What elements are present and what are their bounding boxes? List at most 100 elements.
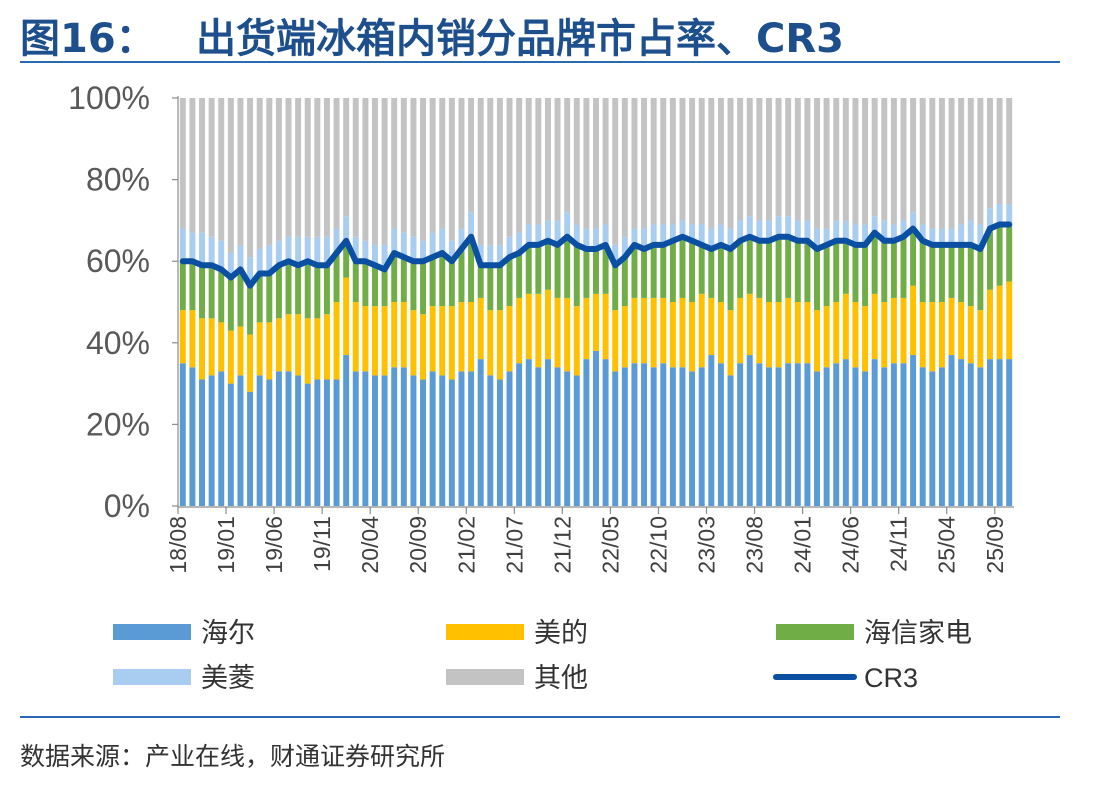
bar-hisense-2022-02 [583, 248, 590, 298]
bar-midea-2024-10 [890, 297, 897, 364]
bar-midea-2018-09 [189, 310, 196, 368]
legend-swatch-hisense [776, 624, 854, 640]
x-tick-label: 19/11 [309, 516, 335, 572]
bar-midea-2020-10 [429, 306, 436, 372]
bar-haier-2019-12 [333, 379, 340, 506]
bar-hisense-2023-11 [785, 236, 792, 298]
bar-midea-2021-08 [525, 293, 532, 360]
bar-meiling-2024-09 [881, 220, 888, 241]
x-tick-label: 20/09 [405, 516, 431, 574]
bar-meiling-2024-12 [910, 212, 917, 229]
source-note: 数据来源：产业在线，财通证券研究所 [20, 742, 446, 771]
bar-midea-2025-08 [987, 289, 993, 360]
bar-haier-2022-01 [573, 375, 580, 506]
bar-haier-2019-01 [227, 383, 234, 506]
bar-hisense-2025-02 [929, 244, 936, 302]
bar-other-2024-02 [814, 98, 820, 229]
bar-other-2023-02 [698, 98, 705, 225]
x-tick-label: 19/06 [261, 516, 287, 574]
bar-meiling-2025-09 [996, 204, 1003, 225]
bar-other-2018-10 [199, 98, 205, 233]
bar-hisense-2019-06 [275, 265, 282, 319]
bar-hisense-2025-07 [977, 248, 984, 311]
bar-haier-2025-09 [996, 359, 1003, 506]
bar-meiling-2021-05 [496, 244, 503, 266]
bar-meiling-2024-01 [804, 220, 811, 241]
bar-other-2019-05 [266, 98, 273, 245]
bar-hisense-2023-02 [698, 244, 705, 294]
legend-label-other: 其他 [534, 663, 588, 693]
bar-midea-2022-11 [669, 302, 676, 368]
bar-meiling-2020-11 [439, 228, 446, 254]
bar-midea-2023-04 [717, 302, 724, 364]
bar-midea-2022-08 [641, 297, 648, 364]
bar-hisense-2023-03 [708, 248, 715, 298]
bar-midea-2025-01 [919, 302, 926, 368]
bar-other-2024-10 [890, 98, 897, 225]
y-tick-label: 100% [68, 80, 150, 116]
bar-other-2019-02 [237, 98, 244, 245]
bar-hisense-2023-08 [756, 240, 763, 298]
bar-other-2025-06 [967, 98, 974, 221]
bar-other-2023-11 [785, 98, 792, 217]
bar-meiling-2024-05 [842, 220, 849, 241]
bar-hisense-2022-11 [669, 240, 676, 302]
bar-haier-2021-03 [477, 359, 484, 506]
bar-haier-2024-05 [842, 359, 849, 506]
bar-midea-2019-01 [227, 330, 234, 384]
bar-meiling-2023-03 [708, 228, 715, 249]
bar-midea-2021-02 [468, 302, 475, 372]
bar-meiling-2022-05 [612, 244, 619, 266]
bar-haier-2022-07 [631, 363, 638, 506]
bar-meiling-2025-07 [977, 224, 984, 249]
bar-other-2021-07 [516, 98, 523, 233]
bar-haier-2019-03 [247, 391, 254, 506]
bar-meiling-2023-10 [775, 216, 782, 237]
bar-hisense-2024-12 [910, 228, 917, 286]
bar-meiling-2024-04 [833, 220, 840, 241]
x-tick-label: 21/02 [453, 516, 479, 574]
bar-haier-2023-09 [765, 367, 772, 506]
bar-hisense-2021-03 [477, 265, 484, 298]
bar-other-2019-06 [275, 98, 282, 241]
source-divider [20, 716, 1060, 718]
bar-hisense-2025-10 [1006, 224, 1013, 282]
bar-meiling-2022-04 [602, 224, 609, 245]
bar-midea-2021-06 [506, 306, 513, 372]
legend-label-hisense: 海信家电 [864, 618, 972, 648]
bar-meiling-2023-08 [756, 220, 763, 241]
bar-haier-2020-06 [391, 367, 398, 506]
bar-haier-2023-05 [727, 375, 734, 506]
bar-midea-2020-07 [400, 302, 407, 368]
bar-hisense-2021-10 [544, 240, 551, 290]
bar-haier-2018-10 [199, 379, 205, 506]
bar-haier-2021-12 [564, 371, 571, 506]
bar-other-2022-02 [583, 98, 590, 229]
bar-other-2018-08 [179, 98, 186, 229]
bar-meiling-2024-07 [862, 224, 869, 245]
x-tick-label: 22/05 [597, 516, 623, 574]
bar-meiling-2021-08 [525, 224, 532, 245]
bar-hisense-2023-09 [765, 240, 772, 302]
bar-meiling-2021-09 [535, 224, 542, 245]
bar-haier-2025-04 [948, 355, 955, 506]
bar-haier-2018-12 [218, 371, 225, 506]
bar-midea-2022-03 [593, 293, 599, 351]
bar-meiling-2024-06 [852, 224, 859, 245]
x-tick-label: 24/11 [886, 516, 912, 572]
bar-other-2024-09 [881, 98, 888, 221]
bar-midea-2021-03 [477, 297, 484, 360]
bar-haier-2023-10 [775, 367, 782, 506]
bar-haier-2021-05 [496, 379, 503, 506]
bar-midea-2025-06 [967, 306, 974, 364]
bar-haier-2021-02 [468, 371, 475, 506]
bar-other-2023-05 [727, 98, 734, 229]
bar-hisense-2021-04 [487, 265, 494, 311]
bar-hisense-2022-09 [650, 244, 657, 298]
bar-meiling-2020-12 [448, 240, 455, 262]
x-tick-label: 25/09 [982, 516, 1008, 574]
bar-haier-2019-07 [285, 371, 292, 506]
bar-hisense-2023-10 [775, 236, 782, 302]
bar-hisense-2022-01 [573, 244, 580, 307]
bar-hisense-2022-12 [679, 236, 686, 298]
